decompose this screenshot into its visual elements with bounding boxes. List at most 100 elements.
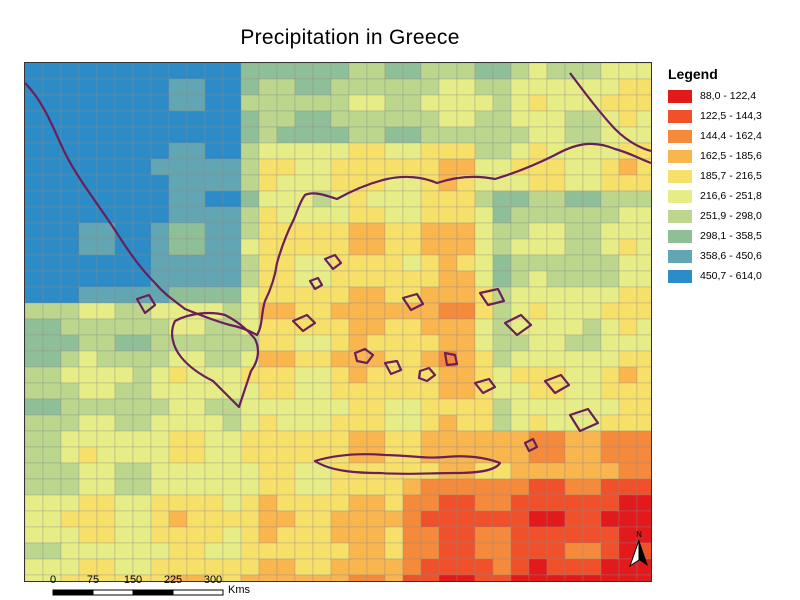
grid-cell xyxy=(456,350,476,368)
grid-cell xyxy=(546,302,566,320)
legend-swatch xyxy=(668,129,692,143)
grid-cell xyxy=(546,462,566,480)
grid-cell xyxy=(402,542,422,560)
grid-cell xyxy=(168,254,188,272)
legend-swatch xyxy=(668,189,692,203)
legend: Legend 88,0 - 122,4 122,5 - 144,3 144,4 - … xyxy=(668,66,796,286)
grid-cell xyxy=(60,254,80,272)
grid-cell xyxy=(510,270,530,288)
grid-cell xyxy=(96,494,116,512)
grid-cell xyxy=(222,270,242,288)
grid-cell xyxy=(25,318,44,336)
grid-cell xyxy=(42,318,62,336)
grid-cell xyxy=(618,270,638,288)
grid-cell xyxy=(636,254,651,272)
grid-cell xyxy=(96,542,116,560)
grid-cell xyxy=(492,126,512,144)
grid-cell xyxy=(546,350,566,368)
grid-cell xyxy=(636,430,651,448)
grid-cell xyxy=(366,78,386,96)
grid-cell xyxy=(366,558,386,576)
grid-cell xyxy=(510,222,530,240)
grid-cell xyxy=(564,462,584,480)
grid-cell xyxy=(546,94,566,112)
grid-cell xyxy=(456,126,476,144)
grid-cell xyxy=(294,382,314,400)
grid-cell xyxy=(384,302,404,320)
grid-cell xyxy=(474,350,494,368)
grid-cell xyxy=(42,238,62,256)
grid-cell xyxy=(258,494,278,512)
grid-cell xyxy=(546,542,566,560)
precipitation-grid xyxy=(25,63,651,581)
grid-cell xyxy=(582,206,602,224)
grid-cell xyxy=(222,350,242,368)
grid-cell xyxy=(240,206,260,224)
grid-cell xyxy=(132,558,152,576)
grid-cell xyxy=(564,126,584,144)
grid-cell xyxy=(348,110,368,128)
grid-cell xyxy=(186,494,206,512)
grid-cell xyxy=(402,462,422,480)
grid-cell xyxy=(258,190,278,208)
grid-cell xyxy=(528,63,548,80)
grid-cell xyxy=(222,510,242,528)
coastline-island xyxy=(383,359,403,376)
grid-cell xyxy=(474,398,494,416)
grid-cell xyxy=(402,382,422,400)
grid-cell xyxy=(420,94,440,112)
grid-cell xyxy=(114,558,134,576)
grid-cell xyxy=(222,366,242,384)
grid-cell xyxy=(204,382,224,400)
grid-cell xyxy=(186,414,206,432)
grid-cell xyxy=(528,318,548,336)
grid-cell xyxy=(204,574,224,581)
legend-item: 216,6 - 251,8 xyxy=(668,186,796,206)
grid-cell xyxy=(510,478,530,496)
grid-cell xyxy=(42,302,62,320)
grid-cell xyxy=(168,574,188,581)
grid-cell xyxy=(600,350,620,368)
map-frame xyxy=(24,62,652,582)
grid-cell xyxy=(510,286,530,304)
coastline-mainland-east xyxy=(569,72,651,153)
grid-cell xyxy=(276,446,296,464)
grid-cell xyxy=(276,366,296,384)
grid-cell xyxy=(204,430,224,448)
grid-cell xyxy=(258,126,278,144)
grid-cell xyxy=(114,510,134,528)
grid-cell xyxy=(168,63,188,80)
scale-tick-label: 0 xyxy=(49,574,57,586)
grid-cell xyxy=(96,286,116,304)
grid-cell xyxy=(618,110,638,128)
legend-label: 450,7 - 614,0 xyxy=(700,270,762,282)
grid-cell xyxy=(258,110,278,128)
grid-cell xyxy=(150,366,170,384)
legend-label: 251,9 - 298,0 xyxy=(700,210,762,222)
grid-cell xyxy=(240,78,260,96)
grid-cell xyxy=(456,238,476,256)
grid-cell xyxy=(402,558,422,576)
coastline-island xyxy=(417,366,437,383)
grid-cell xyxy=(294,574,314,581)
grid-cell xyxy=(564,510,584,528)
grid-cell xyxy=(222,526,242,544)
grid-cell xyxy=(168,270,188,288)
grid-cell xyxy=(204,222,224,240)
grid-cell xyxy=(258,430,278,448)
grid-cell xyxy=(330,110,350,128)
grid-cell xyxy=(312,94,332,112)
grid-cell xyxy=(420,430,440,448)
grid-cell xyxy=(294,110,314,128)
grid-cell xyxy=(564,366,584,384)
grid-cell xyxy=(600,94,620,112)
grid-cell xyxy=(546,174,566,192)
grid-cell xyxy=(456,158,476,176)
grid-cell xyxy=(186,174,206,192)
grid-cell xyxy=(150,270,170,288)
grid-cell xyxy=(186,270,206,288)
grid-cell xyxy=(222,254,242,272)
grid-cell xyxy=(78,414,98,432)
grid-cell xyxy=(492,366,512,384)
grid-cell xyxy=(600,222,620,240)
